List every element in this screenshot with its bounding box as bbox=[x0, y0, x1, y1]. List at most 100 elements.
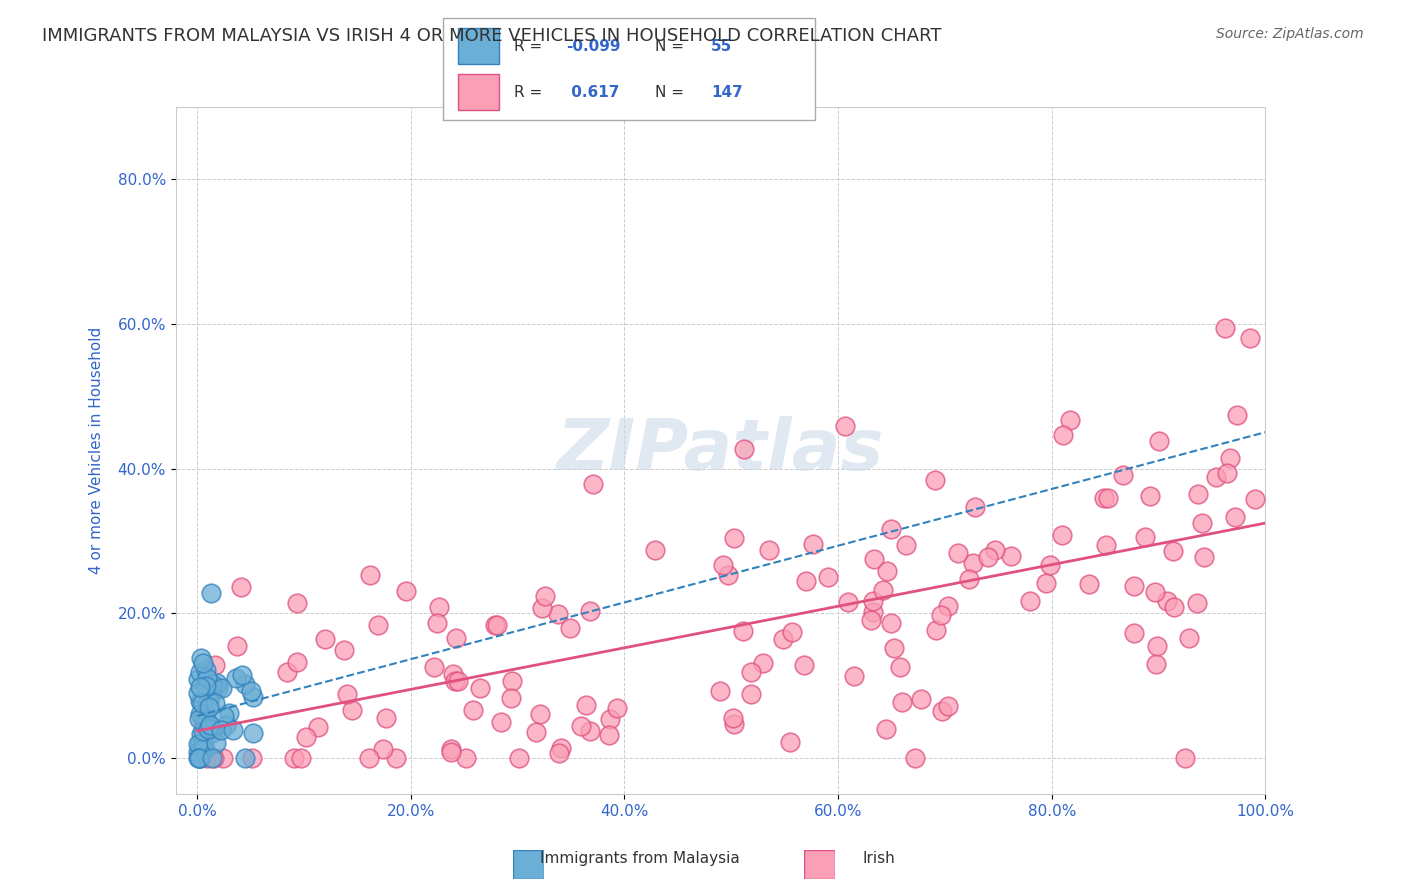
Point bbox=[385, 750, 408, 764]
Point bbox=[198, 721, 221, 735]
Point bbox=[188, 736, 211, 750]
Point bbox=[191, 737, 214, 751]
Point bbox=[925, 624, 948, 638]
Y-axis label: 4 or more Vehicles in Household: 4 or more Vehicles in Household bbox=[89, 326, 104, 574]
Text: 147: 147 bbox=[711, 85, 742, 100]
Point bbox=[740, 665, 762, 679]
Point bbox=[440, 742, 463, 756]
Point bbox=[524, 725, 547, 739]
Point bbox=[891, 695, 914, 709]
Point bbox=[894, 538, 917, 552]
Point bbox=[581, 476, 603, 491]
Point bbox=[225, 639, 247, 653]
Point bbox=[444, 631, 467, 645]
Point bbox=[187, 672, 209, 686]
FancyBboxPatch shape bbox=[513, 850, 544, 879]
Point bbox=[225, 671, 247, 685]
Point bbox=[188, 693, 211, 707]
Point bbox=[229, 581, 252, 595]
Point bbox=[426, 616, 449, 631]
Point bbox=[201, 686, 224, 700]
Point bbox=[1059, 413, 1081, 427]
Text: -0.099: -0.099 bbox=[565, 38, 620, 54]
Point bbox=[1205, 470, 1227, 484]
Point bbox=[240, 750, 263, 764]
FancyBboxPatch shape bbox=[458, 74, 499, 110]
Point bbox=[717, 567, 740, 582]
Text: 0.617: 0.617 bbox=[565, 85, 619, 100]
Point bbox=[1225, 509, 1247, 524]
FancyBboxPatch shape bbox=[443, 18, 815, 120]
Point bbox=[484, 618, 506, 632]
Point bbox=[233, 677, 256, 691]
Point bbox=[872, 583, 894, 598]
Point bbox=[212, 750, 235, 764]
Point bbox=[860, 613, 883, 627]
Point bbox=[427, 600, 450, 615]
Point bbox=[359, 568, 381, 582]
Point bbox=[733, 624, 755, 639]
Point bbox=[1163, 599, 1185, 614]
Point bbox=[190, 650, 212, 665]
Point bbox=[889, 660, 911, 674]
Point bbox=[598, 729, 620, 743]
Point bbox=[533, 589, 555, 603]
Point bbox=[606, 700, 628, 714]
Point bbox=[780, 624, 803, 639]
Point bbox=[314, 632, 336, 646]
Point bbox=[290, 750, 312, 764]
Point bbox=[529, 707, 551, 722]
Point bbox=[1133, 531, 1156, 545]
Point bbox=[187, 745, 209, 759]
Point bbox=[1146, 640, 1168, 654]
Point bbox=[910, 692, 932, 706]
Point bbox=[187, 750, 209, 764]
Point bbox=[491, 715, 513, 730]
Point bbox=[1092, 491, 1115, 506]
Point bbox=[560, 621, 582, 635]
Point bbox=[373, 741, 395, 756]
Point bbox=[1123, 579, 1146, 593]
Point bbox=[569, 719, 592, 733]
Point bbox=[740, 687, 762, 701]
Point bbox=[456, 750, 478, 764]
FancyBboxPatch shape bbox=[458, 29, 499, 64]
Point bbox=[1147, 434, 1170, 448]
Point bbox=[1239, 331, 1261, 345]
Point bbox=[1194, 550, 1216, 565]
Point bbox=[936, 599, 959, 613]
Point bbox=[547, 607, 569, 622]
Point bbox=[574, 698, 596, 713]
Point bbox=[242, 690, 264, 704]
Point bbox=[240, 683, 263, 698]
Point bbox=[709, 683, 731, 698]
Point bbox=[876, 565, 898, 579]
Point bbox=[1243, 491, 1265, 506]
Point bbox=[276, 665, 298, 679]
FancyBboxPatch shape bbox=[804, 850, 835, 879]
Point bbox=[880, 615, 903, 630]
Point bbox=[423, 660, 446, 674]
Point bbox=[212, 709, 235, 723]
Point bbox=[188, 750, 211, 764]
Point bbox=[733, 442, 755, 456]
Point bbox=[1019, 594, 1042, 608]
Point bbox=[209, 723, 232, 737]
Point bbox=[340, 703, 363, 717]
Text: N =: N = bbox=[655, 85, 689, 100]
Point bbox=[215, 718, 238, 732]
Point bbox=[194, 741, 217, 756]
Point bbox=[929, 607, 952, 622]
Point bbox=[723, 531, 745, 545]
Point bbox=[779, 735, 801, 749]
Point bbox=[1097, 491, 1119, 505]
Point bbox=[962, 557, 984, 571]
Point bbox=[599, 712, 621, 726]
Point bbox=[198, 718, 221, 732]
Point bbox=[439, 745, 461, 759]
Point bbox=[367, 618, 389, 632]
Point bbox=[1112, 467, 1135, 482]
Point bbox=[1174, 750, 1197, 764]
Point bbox=[1178, 631, 1201, 645]
Point bbox=[204, 736, 226, 750]
